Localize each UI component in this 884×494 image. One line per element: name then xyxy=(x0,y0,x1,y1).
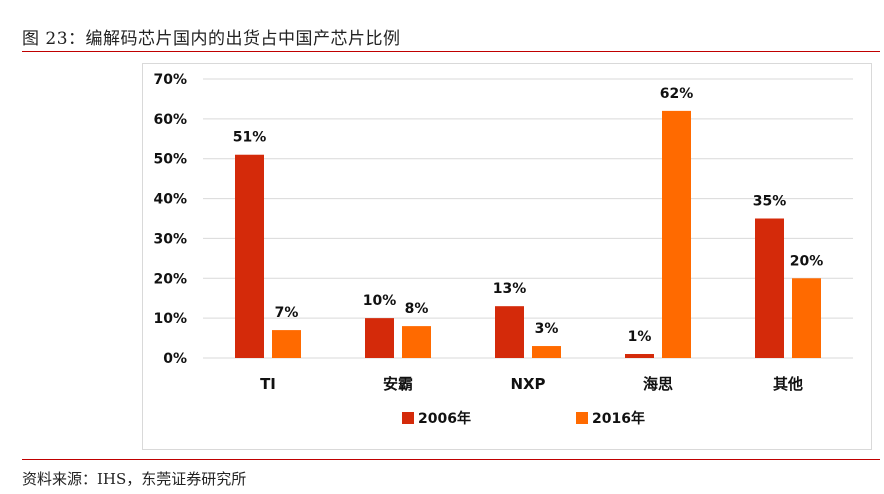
data-label: 13% xyxy=(493,281,527,297)
bar-chart: 0% 10% 20% 30% 40% 50% 60% 70% 51% 7% TI 10% 8% 安霸 13%… xyxy=(153,72,853,427)
bar-2006 xyxy=(495,306,524,358)
bar-2016 xyxy=(792,278,821,358)
y-tick-label: 50% xyxy=(153,152,187,168)
x-tick-label: 其他 xyxy=(773,375,803,393)
y-tick-label: 10% xyxy=(153,311,187,327)
data-label: 1% xyxy=(628,329,652,345)
title-rule xyxy=(22,51,880,52)
data-label: 10% xyxy=(363,293,397,309)
data-label: 51% xyxy=(233,130,267,146)
data-label: 7% xyxy=(275,305,299,321)
bar-2016 xyxy=(272,330,301,358)
bar-2016 xyxy=(662,110,691,358)
bar-2016 xyxy=(532,346,561,358)
bar-2006 xyxy=(235,154,264,358)
data-label: 8% xyxy=(405,301,429,317)
x-tick-label: TI xyxy=(260,375,276,393)
legend-label: 2006年 xyxy=(418,410,471,427)
bar-2006 xyxy=(365,318,394,358)
x-tick-label: 安霸 xyxy=(383,375,413,393)
bar-2006 xyxy=(625,354,654,358)
data-label: 20% xyxy=(790,253,824,269)
x-tick-label: 海思 xyxy=(643,375,673,393)
bar-2016 xyxy=(402,326,431,358)
y-tick-label: 40% xyxy=(153,192,187,208)
y-tick-label: 0% xyxy=(163,351,187,367)
data-label: 3% xyxy=(535,321,559,337)
data-label: 62% xyxy=(660,86,694,102)
legend-swatch-2016 xyxy=(576,412,588,424)
chart-frame: 0% 10% 20% 30% 40% 50% 60% 70% 51% 7% TI 10% 8% 安霸 13%… xyxy=(142,63,872,450)
data-label: 35% xyxy=(753,194,787,210)
y-tick-label: 60% xyxy=(153,112,187,128)
bar-2006 xyxy=(755,218,784,358)
y-tick-label: 20% xyxy=(153,271,187,287)
x-tick-label: NXP xyxy=(510,375,545,393)
source-rule xyxy=(22,459,880,460)
figure-title: 图 23：编解码芯片国内的出货占中国产芯片比例 xyxy=(22,29,401,49)
legend-label: 2016年 xyxy=(592,410,645,427)
y-tick-label: 30% xyxy=(153,231,187,247)
y-tick-label: 70% xyxy=(153,72,187,88)
source-note: 资料来源：IHS，东莞证券研究所 xyxy=(22,470,247,488)
legend-swatch-2006 xyxy=(402,412,414,424)
